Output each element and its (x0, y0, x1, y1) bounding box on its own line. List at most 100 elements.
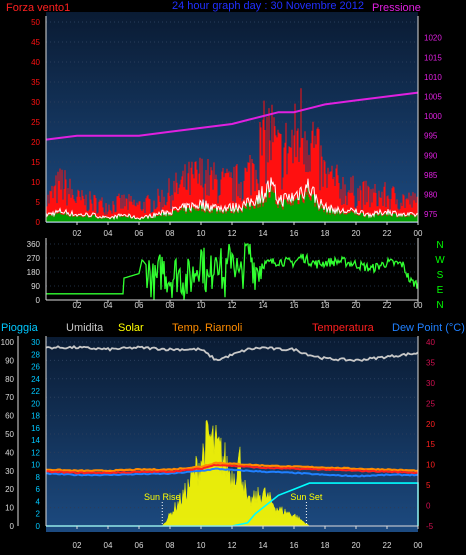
tick-label-pressure: 1015 (424, 53, 442, 62)
tick-label-temperature: 40 (426, 338, 435, 347)
tick-label-humidity: 10 (5, 504, 14, 513)
tick-label-rain: 14 (31, 436, 40, 445)
x-tick-label: 02 (73, 229, 82, 238)
tick-label-wind: 40 (31, 58, 40, 67)
x-tick-label: 12 (228, 301, 237, 310)
x-tick-label: 18 (321, 229, 330, 238)
compass-letter: E (437, 285, 444, 296)
x-tick-label: 16 (290, 301, 299, 310)
x-tick-label: 04 (104, 229, 113, 238)
legend-temp-riarnoli: Temp. Riarnoli (172, 322, 242, 334)
x-tick-label: 06 (135, 301, 144, 310)
tick-label-rain: 0 (36, 522, 41, 531)
x-tick-label: 06 (135, 229, 144, 238)
x-tick-label: 20 (352, 301, 361, 310)
tick-label-rain: 2 (36, 510, 41, 519)
tick-label-wind: 15 (31, 158, 40, 167)
tick-label-rain: 30 (31, 338, 40, 347)
tick-label-temperature: 20 (426, 420, 435, 429)
tick-label-temperature: 35 (426, 358, 435, 367)
tick-label-wind: 10 (31, 178, 40, 187)
compass-letter: W (435, 255, 445, 266)
tick-label-humidity: 40 (5, 448, 14, 457)
tick-label-direction: 360 (27, 240, 41, 249)
tick-label-rain: 22 (31, 387, 40, 396)
tick-label-humidity: 100 (1, 338, 15, 347)
x-tick-label: 08 (166, 541, 175, 550)
legend-dew-point: Dew Point (°C) (392, 322, 465, 334)
tick-label-wind: 0 (36, 218, 41, 227)
legend-temperatura: Temperatura (312, 322, 375, 334)
x-tick-label: 20 (352, 541, 361, 550)
tick-label-wind: 50 (31, 18, 40, 27)
legend-pioggia: Pioggia (1, 322, 39, 334)
x-tick-label: 00 (414, 229, 423, 238)
tick-label-humidity: 60 (5, 412, 14, 421)
compass-letter: S (437, 270, 444, 281)
wind-axis-title: Forza vento1 (6, 2, 70, 14)
tick-label-rain: 18 (31, 412, 40, 421)
axes (17, 16, 419, 529)
x-tick-label: 10 (197, 301, 206, 310)
tick-labels: 0510152025303540455097598098599099510001… (1, 18, 446, 550)
tick-label-wind: 20 (31, 138, 40, 147)
x-tick-label: 12 (228, 229, 237, 238)
tick-label-pressure: 990 (424, 151, 438, 160)
x-tick-label: 22 (383, 229, 392, 238)
x-tick-label: 12 (228, 541, 237, 550)
tick-label-pressure: 1010 (424, 73, 442, 82)
tick-label-direction: 90 (31, 282, 40, 291)
tick-label-temperature: 25 (426, 399, 435, 408)
compass-letter: N (436, 240, 443, 251)
tick-label-wind: 45 (31, 38, 40, 47)
tick-label-pressure: 985 (424, 171, 438, 180)
tick-label-pressure: 980 (424, 191, 438, 200)
chart-marks: Sun Rise Sun Set (45, 88, 419, 527)
x-tick-label: 06 (135, 541, 144, 550)
tick-label-temperature: 0 (426, 502, 431, 511)
tick-label-pressure: 975 (424, 210, 438, 219)
legend-solar: Solar (118, 322, 144, 334)
tick-label-rain: 26 (31, 363, 40, 372)
series-pressure (45, 91, 419, 141)
tick-label-humidity: 50 (5, 430, 14, 439)
x-tick-label: 02 (73, 301, 82, 310)
x-tick-label: 14 (259, 301, 268, 310)
series-wind-avg (45, 177, 419, 221)
tick-label-rain: 24 (31, 375, 40, 384)
series-humidity (45, 345, 419, 362)
tick-label-rain: 28 (31, 350, 40, 359)
tick-label-rain: 8 (36, 473, 41, 482)
series-wind-direction (46, 241, 419, 301)
tick-label-pressure: 1000 (424, 112, 442, 121)
tick-label-humidity: 70 (5, 393, 14, 402)
tick-label-humidity: 90 (5, 356, 14, 365)
chart-title: 24 hour graph day : 30 Novembre 2012 (172, 0, 364, 12)
x-tick-label: 10 (197, 229, 206, 238)
tick-label-temperature: 10 (426, 461, 435, 470)
tick-label-temperature: 15 (426, 440, 435, 449)
tick-label-pressure: 1005 (424, 93, 442, 102)
x-tick-label: 22 (383, 541, 392, 550)
x-tick-label: 04 (104, 541, 113, 550)
series-temperatura (45, 463, 419, 475)
tick-label-rain: 10 (31, 461, 40, 470)
tick-label-temperature: -5 (426, 522, 434, 531)
pressure-axis-title: Pressione (372, 2, 421, 14)
x-tick-label: 16 (290, 541, 299, 550)
x-tick-label: 08 (166, 301, 175, 310)
series-dew-point (45, 467, 419, 478)
tick-label-rain: 12 (31, 448, 40, 457)
sunrise-label: Sun Rise (144, 492, 181, 502)
tick-label-pressure: 1020 (424, 34, 442, 43)
x-tick-label: 22 (383, 301, 392, 310)
tick-label-direction: 180 (27, 268, 41, 277)
x-tick-label: 18 (321, 301, 330, 310)
tick-label-pressure: 995 (424, 132, 438, 141)
tick-label-temperature: 5 (426, 481, 431, 490)
tick-label-humidity: 0 (10, 522, 15, 531)
tick-label-wind: 35 (31, 78, 40, 87)
x-tick-label: 02 (73, 541, 82, 550)
sunset-label: Sun Set (290, 492, 323, 502)
